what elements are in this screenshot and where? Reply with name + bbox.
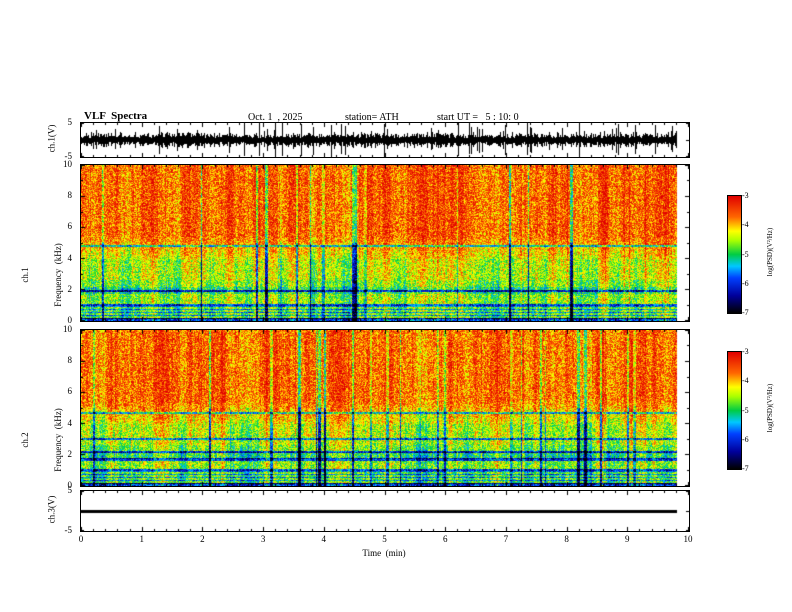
ch2-freq-tick-label: 8	[67, 355, 73, 366]
ch3-waveform-panel	[80, 490, 690, 532]
time-tick-label: 7	[503, 534, 509, 544]
ch2-colorbar-tick-label: -4	[742, 376, 749, 386]
time-tick-label: 10	[683, 534, 693, 544]
time-tick-label: 0	[78, 534, 84, 544]
ch2-spectrogram-canvas	[81, 330, 689, 486]
ch2-colorbar-tick-label: -5	[742, 405, 749, 415]
station-label: station= ATH	[345, 112, 399, 123]
time-tick-label: 1	[139, 534, 144, 544]
ch3-volt-tick-label: 5	[67, 485, 73, 495]
ch1-freq-axis-title: ch.1 Frequency (kHz)	[0, 210, 86, 340]
ch1-colorbar-title: log(PSD)(V²/Hz)	[766, 227, 774, 277]
date-label: Oct. 1 , 2025	[248, 112, 303, 123]
time-tick-label: 8	[564, 534, 569, 544]
ch1-waveform-canvas	[81, 123, 689, 157]
time-tick-label: 5	[382, 534, 387, 544]
ch1-volt-tick-label: 5	[67, 117, 73, 127]
ch2-colorbar-tick-label: -6	[742, 434, 749, 444]
time-axis-title: Time (min)	[362, 548, 406, 558]
ch1-colorbar-tick-label: -3	[742, 191, 749, 200]
ch2-spectrogram-panel	[80, 329, 690, 487]
ch1-freq-tick-label: 6	[67, 221, 73, 232]
ch1-freq-axis-title-line1: ch.1	[20, 267, 30, 283]
ch2-freq-axis-title-line1: ch.2	[20, 432, 30, 448]
ch1-freq-tick-label: 10	[63, 159, 72, 169]
time-tick-label: 9	[625, 534, 630, 544]
ch1-freq-tick-label: 4	[67, 252, 73, 263]
ch1-waveform-panel	[80, 122, 690, 158]
ch1-freq-tick-label: 8	[67, 190, 73, 201]
ch1-colorbar-tick-label: -6	[742, 278, 749, 288]
ch1-colorbar-tick-label: -5	[742, 249, 749, 259]
ch2-freq-axis-title: ch.2 Frequency (kHz)	[0, 375, 86, 505]
ch2-colorbar-tick-label: -3	[742, 347, 749, 356]
time-tick-label: 3	[260, 534, 266, 544]
time-tick-label: 2	[200, 534, 205, 544]
ch1-freq-tick-label: 2	[67, 283, 73, 294]
ch1-spectrogram-canvas	[81, 165, 689, 321]
ch2-colorbar	[727, 351, 742, 470]
ch3-waveform-canvas	[81, 491, 689, 531]
ch1-spectrogram-panel	[80, 164, 690, 322]
ch2-freq-tick-label: 0	[67, 480, 73, 490]
ch1-volt-tick-label: -5	[64, 151, 73, 161]
ch3-volt-tick-label: -5	[64, 525, 73, 535]
ch2-freq-tick-label: 4	[67, 417, 73, 428]
ch2-colorbar-title: log(PSD)(V²/Hz)	[766, 383, 774, 433]
ch1-colorbar-tick-label: -4	[742, 220, 749, 230]
ch2-freq-tick-label: 10	[63, 324, 72, 334]
ch2-colorbar-tick-label: -7	[742, 464, 749, 473]
ch1-colorbar-tick-label: -7	[742, 308, 749, 317]
start-ut-label: start UT = 5 : 10: 0	[437, 112, 519, 123]
plot-title: VLF Spectra	[84, 110, 148, 122]
ch2-freq-tick-label: 6	[67, 386, 73, 397]
ch1-colorbar	[727, 195, 742, 314]
time-tick-label: 6	[442, 534, 448, 544]
time-tick-label: 4	[321, 534, 327, 544]
ch2-freq-tick-label: 2	[67, 448, 73, 459]
ch1-freq-tick-label: 0	[67, 315, 73, 325]
